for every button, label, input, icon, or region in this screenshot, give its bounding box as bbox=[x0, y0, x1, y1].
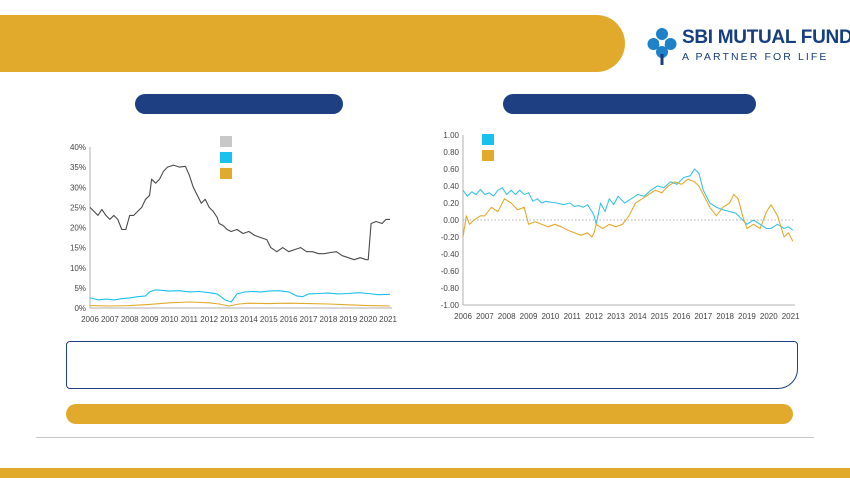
y-tick-label: 0.60 bbox=[443, 165, 459, 174]
x-tick-label: 2019 bbox=[738, 312, 756, 321]
x-tick-label: 2010 bbox=[541, 312, 559, 321]
y-tick-label: -0.80 bbox=[441, 284, 460, 293]
correlation-line-chart: 1.00 0.80 0.60 0.40 0.20 0.00 -0.20 -0.40 -0.60 -… bbox=[441, 131, 800, 321]
footer-divider bbox=[36, 437, 814, 438]
x-tick-label: 2013 bbox=[220, 315, 238, 324]
y-tick-label: -0.20 bbox=[441, 233, 460, 242]
x-tick-label: 2013 bbox=[607, 312, 625, 321]
y-tick-label: -0.40 bbox=[441, 250, 460, 259]
x-tick-label: 2014 bbox=[240, 315, 258, 324]
x-tick-label: 2011 bbox=[181, 315, 199, 324]
y-tick-label: 0.80 bbox=[443, 148, 459, 157]
y-tick-label: 15% bbox=[70, 244, 86, 253]
y-tick-label: -1.00 bbox=[441, 301, 460, 310]
x-tick-label: 2018 bbox=[320, 315, 338, 324]
brand-name: SBI MUTUAL FUND bbox=[682, 27, 850, 48]
x-tick-label: 2006 bbox=[81, 315, 99, 324]
x-tick-label: 2019 bbox=[339, 315, 357, 324]
x-tick-label: 2015 bbox=[260, 315, 278, 324]
y-tick-label: 0.00 bbox=[443, 216, 459, 225]
x-tick-label: 2017 bbox=[694, 312, 712, 321]
y-tick-label: 0.20 bbox=[443, 199, 459, 208]
x-tick-label: 2020 bbox=[359, 315, 377, 324]
x-tick-label: 2020 bbox=[760, 312, 778, 321]
x-tick-label: 2011 bbox=[564, 312, 582, 321]
title-banner bbox=[0, 15, 625, 72]
x-tick-label: 2009 bbox=[520, 312, 538, 321]
legend-swatch-3 bbox=[220, 168, 232, 179]
y-tick-label: 10% bbox=[70, 264, 86, 273]
x-tick-label: 2014 bbox=[629, 312, 647, 321]
legend-swatch-2 bbox=[220, 152, 232, 163]
series-line-2 bbox=[89, 289, 391, 303]
x-tick-label: 2007 bbox=[101, 315, 119, 324]
y-tick-label: 20% bbox=[70, 224, 86, 233]
x-tick-label: 2008 bbox=[498, 312, 516, 321]
legend-swatch-2 bbox=[482, 150, 494, 161]
x-tick-label: 2010 bbox=[161, 315, 179, 324]
y-tick-label: 5% bbox=[74, 284, 86, 293]
legend-swatch-1 bbox=[220, 136, 232, 147]
y-tick-label: 35% bbox=[70, 163, 86, 172]
y-tick-label: -0.60 bbox=[441, 267, 460, 276]
x-tick-label: 2017 bbox=[300, 315, 318, 324]
x-tick-label: 2012 bbox=[585, 312, 603, 321]
brand-logo: SBI MUTUAL FUND A PARTNER FOR LIFE bbox=[646, 24, 850, 72]
right-chart-header-bar bbox=[503, 94, 756, 114]
x-tick-label: 2021 bbox=[379, 315, 397, 324]
left-chart-header-bar bbox=[135, 94, 343, 114]
series-line-2 bbox=[462, 178, 794, 242]
y-tick-label: 0% bbox=[74, 304, 86, 313]
series-line-1 bbox=[89, 164, 390, 261]
x-tick-label: 2021 bbox=[782, 312, 800, 321]
x-tick-label: 2007 bbox=[476, 312, 494, 321]
x-tick-label: 2015 bbox=[651, 312, 669, 321]
x-tick-label: 2012 bbox=[200, 315, 218, 324]
brand-tagline: A PARTNER FOR LIFE bbox=[682, 51, 829, 63]
bottom-highlight-bar bbox=[66, 404, 793, 424]
x-tick-label: 2006 bbox=[454, 312, 472, 321]
y-tick-label: 0.40 bbox=[443, 182, 459, 191]
note-box bbox=[66, 341, 798, 389]
y-tick-label: 1.00 bbox=[443, 131, 459, 140]
percentage-line-chart: 0% 5% 10% 15% 20% 25% 30% 35% 40% 2006 2007 2008 200… bbox=[70, 136, 397, 324]
x-tick-label: 2009 bbox=[141, 315, 159, 324]
legend-swatch-1 bbox=[482, 134, 494, 145]
y-tick-label: 30% bbox=[70, 183, 86, 192]
y-tick-label: 40% bbox=[70, 143, 86, 152]
x-tick-label: 2016 bbox=[673, 312, 691, 321]
tree-logo-icon bbox=[647, 28, 677, 65]
x-tick-label: 2008 bbox=[121, 315, 139, 324]
y-tick-label: 25% bbox=[70, 203, 86, 212]
x-tick-label: 2018 bbox=[716, 312, 734, 321]
x-tick-label: 2016 bbox=[280, 315, 298, 324]
series-line-3 bbox=[89, 301, 391, 307]
series-line-1 bbox=[462, 168, 794, 231]
footer-band bbox=[0, 468, 850, 478]
